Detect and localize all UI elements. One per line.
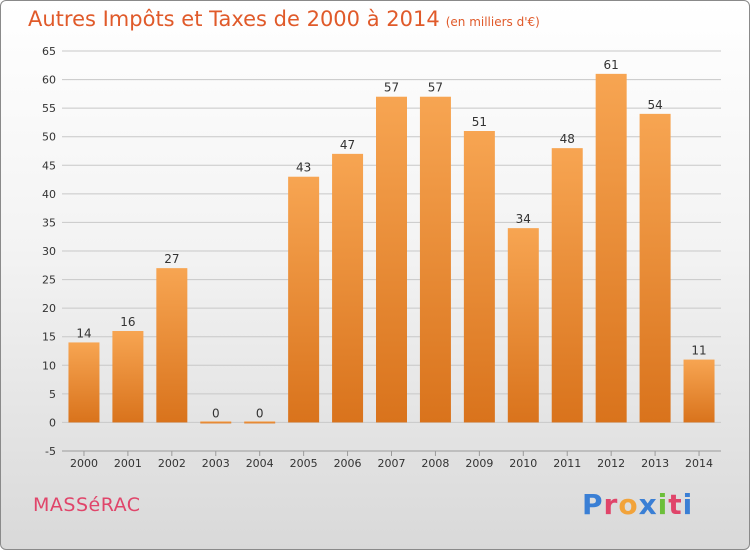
chart-title-text: Autres Impôts et Taxes de 2000 à 2014 [28, 7, 440, 31]
bar-2003 [200, 421, 232, 424]
x-tick-label: 2009 [465, 457, 493, 470]
bar-2009 [463, 131, 495, 423]
x-tick-label: 2001 [114, 457, 142, 470]
value-label: 43 [296, 161, 311, 175]
value-label: 11 [691, 344, 706, 358]
value-label: 34 [516, 212, 531, 226]
y-tick-label: 50 [42, 131, 56, 144]
y-tick-label: 15 [42, 331, 56, 344]
value-label: 48 [560, 132, 575, 146]
bar-2007 [376, 96, 407, 423]
y-axis-ticks: -5 0 5 10 15 20 25 30 35 40 45 50 55 60 65 [42, 45, 56, 458]
x-tick-label: 2013 [641, 457, 669, 470]
x-tick-label: 2010 [509, 457, 537, 470]
bar-2004 [244, 421, 276, 424]
value-label: 0 [256, 406, 264, 420]
x-tick-label: 2000 [70, 457, 98, 470]
bar-2012 [595, 73, 627, 423]
bar-2008 [419, 96, 451, 423]
value-label: 14 [76, 326, 91, 340]
chart-subtitle: (en milliers d'€) [445, 15, 540, 29]
logo-letter: i [682, 488, 694, 521]
bar-2005 [288, 176, 320, 423]
logo-letter: i [657, 488, 669, 521]
y-tick-label: 55 [42, 102, 56, 115]
bar-2013 [639, 113, 671, 423]
logo-letter: r [603, 488, 619, 521]
y-tick-label: 60 [42, 74, 56, 87]
y-tick-label: -5 [45, 445, 56, 458]
bar-2006 [332, 153, 364, 423]
x-tick-label: 2007 [378, 457, 406, 470]
value-label: 0 [212, 406, 220, 420]
x-tick-label: 2011 [553, 457, 581, 470]
value-label: 54 [647, 98, 662, 112]
y-tick-label: 65 [42, 45, 56, 58]
x-tick-label: 2005 [290, 457, 318, 470]
x-tick-label: 2003 [202, 457, 230, 470]
logo-letter: x [638, 488, 658, 521]
x-tick-label: 2008 [421, 457, 449, 470]
bar-2010 [507, 228, 539, 423]
logo-letter: o [618, 488, 639, 521]
chart-title: Autres Impôts et Taxes de 2000 à 2014 (en… [28, 7, 540, 31]
y-tick-label: 10 [42, 359, 56, 372]
value-label: 51 [472, 115, 487, 129]
y-tick-label: 5 [49, 388, 56, 401]
commune-name: MASSéRAC [33, 494, 141, 516]
y-tick-label: 40 [42, 188, 56, 201]
y-tick-label: 30 [42, 245, 56, 258]
logo-letter: t [668, 488, 683, 521]
y-tick-label: 20 [42, 302, 56, 315]
x-tick-label: 2002 [158, 457, 186, 470]
x-tick-label: 2006 [334, 457, 362, 470]
bar-2000 [68, 342, 100, 423]
proxiti-logo[interactable]: Proxiti [582, 488, 693, 521]
value-label: 47 [340, 138, 355, 152]
value-label: 61 [604, 58, 619, 72]
logo-letter: P [582, 488, 604, 521]
bar-2002 [156, 268, 188, 423]
bars [68, 73, 715, 424]
x-tick-label: 2014 [685, 457, 713, 470]
y-tick-label: 35 [42, 216, 56, 229]
bar-2001 [112, 331, 144, 423]
y-tick-label: 0 [49, 416, 56, 429]
y-tick-label: 25 [42, 274, 56, 287]
value-labels: 14 16 27 0 0 43 47 57 57 51 34 48 61 54 11 [76, 58, 706, 421]
bar-2011 [551, 148, 583, 423]
y-tick-label: 45 [42, 159, 56, 172]
value-label: 16 [120, 315, 135, 329]
x-tick-label: 2004 [246, 457, 274, 470]
value-label: 57 [428, 81, 443, 95]
x-tick-label: 2012 [597, 457, 625, 470]
x-axis-ticks: 2000 2001 2002 2003 2004 2005 2006 2007 2008 2009… [62, 450, 721, 470]
value-label: 27 [164, 252, 179, 266]
value-label: 57 [384, 81, 399, 95]
bar-2014 [683, 359, 715, 423]
